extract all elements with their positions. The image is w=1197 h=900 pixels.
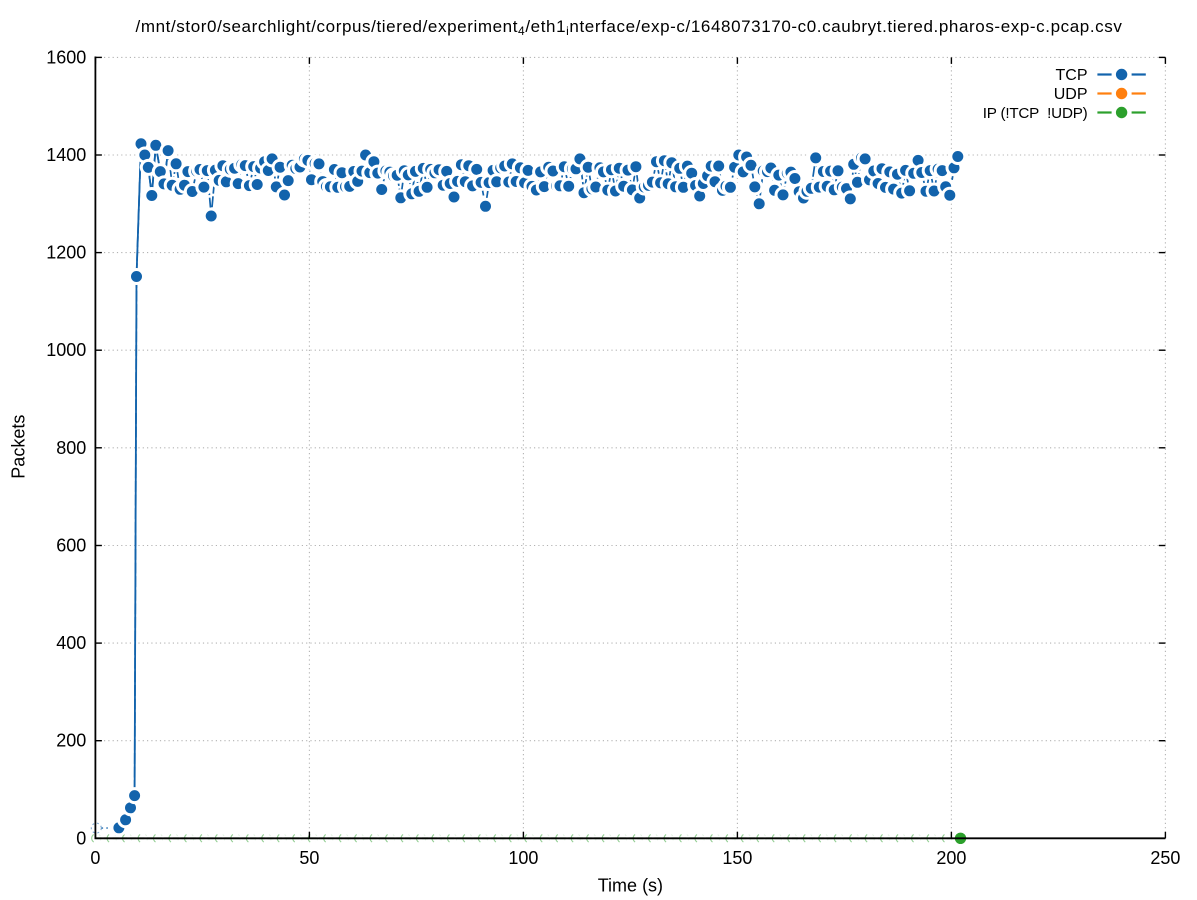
svg-text:50: 50	[299, 848, 319, 868]
svg-text:400: 400	[56, 633, 86, 653]
svg-text:100: 100	[508, 848, 538, 868]
svg-text:1000: 1000	[46, 340, 86, 360]
svg-text:150: 150	[722, 848, 752, 868]
svg-text:1600: 1600	[46, 47, 86, 67]
svg-text:TCP: TCP	[1056, 67, 1088, 84]
svg-text:0: 0	[90, 848, 100, 868]
svg-text:800: 800	[56, 438, 86, 458]
svg-text:IP (!TCP !UDP): IP (!TCP !UDP)	[983, 105, 1088, 122]
svg-text:/mnt/stor0/searchlight/corpus/: /mnt/stor0/searchlight/corpus/tiered/exp…	[136, 17, 1123, 38]
svg-text:1200: 1200	[46, 243, 86, 263]
svg-text:Packets: Packets	[8, 415, 28, 479]
svg-text:200: 200	[56, 731, 86, 751]
svg-text:1400: 1400	[46, 145, 86, 165]
svg-text:250: 250	[1150, 848, 1180, 868]
svg-text:UDP: UDP	[1054, 86, 1088, 103]
svg-text:200: 200	[936, 848, 966, 868]
svg-text:0: 0	[76, 828, 86, 848]
svg-text:Time (s): Time (s)	[598, 876, 663, 896]
svg-text:600: 600	[56, 536, 86, 556]
